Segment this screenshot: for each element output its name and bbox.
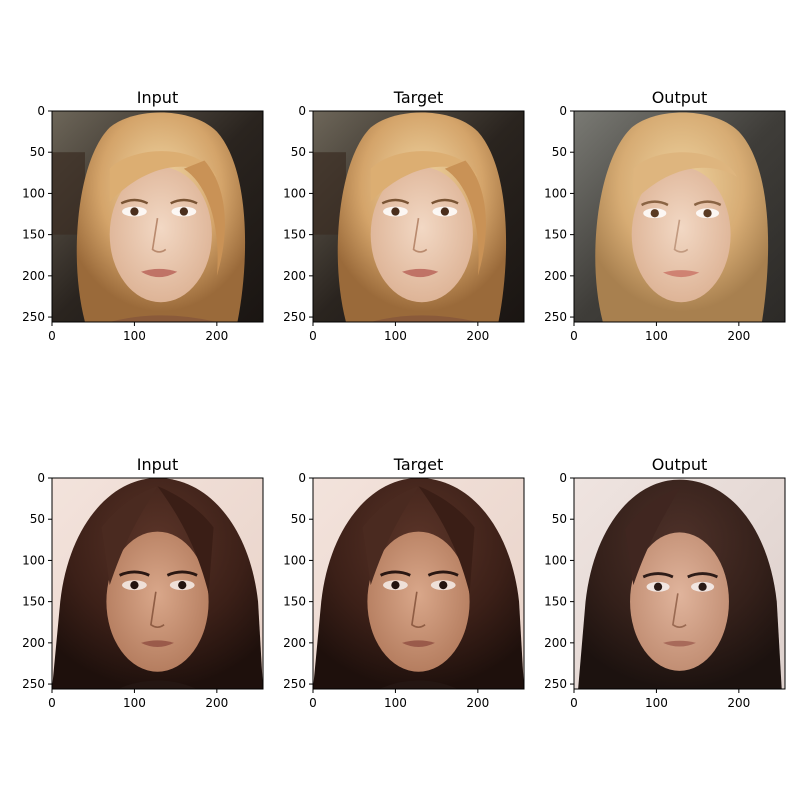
panel-title: Input <box>137 455 178 474</box>
y-tick-label: 100 <box>544 186 567 200</box>
y-tick-label: 0 <box>559 104 567 118</box>
panel-title: Target <box>393 455 444 474</box>
x-tick-label: 100 <box>645 329 668 343</box>
y-tick-label: 0 <box>559 471 567 485</box>
axes-frame <box>573 110 786 323</box>
blonde-woman-face-image <box>311 109 526 324</box>
blonde-woman-face-image <box>50 109 265 324</box>
x-tick-label: 0 <box>570 696 578 710</box>
x-tick-label: 200 <box>727 329 750 343</box>
y-tick-label: 250 <box>544 310 567 324</box>
y-tick-label: 100 <box>22 553 45 567</box>
y-tick-label: 0 <box>298 104 306 118</box>
axes-frame <box>312 477 525 690</box>
blonde-woman-face-image <box>572 109 787 324</box>
x-tick-label: 0 <box>48 696 56 710</box>
x-tick-label: 100 <box>123 696 146 710</box>
y-tick-label: 150 <box>283 595 306 609</box>
y-tick-label: 250 <box>283 677 306 691</box>
y-tick-label: 250 <box>22 310 45 324</box>
x-tick-label: 100 <box>123 329 146 343</box>
x-tick-label: 200 <box>205 329 228 343</box>
x-tick-label: 0 <box>309 329 317 343</box>
y-tick-label: 150 <box>22 228 45 242</box>
y-tick-label: 0 <box>37 471 45 485</box>
y-tick-label: 100 <box>283 186 306 200</box>
y-tick-label: 50 <box>291 145 306 159</box>
x-tick-label: 0 <box>570 329 578 343</box>
y-tick-label: 100 <box>22 186 45 200</box>
brunette-woman-face-image <box>311 476 526 691</box>
x-tick-label: 200 <box>466 329 489 343</box>
y-tick-label: 0 <box>298 471 306 485</box>
x-tick-label: 100 <box>645 696 668 710</box>
y-tick-label: 250 <box>544 677 567 691</box>
axes-frame <box>312 110 525 323</box>
panel-title: Output <box>652 88 708 107</box>
y-tick-label: 200 <box>544 636 567 650</box>
panel-title: Output <box>652 455 708 474</box>
panel-title: Target <box>393 88 444 107</box>
y-tick-label: 250 <box>283 310 306 324</box>
x-tick-label: 100 <box>384 696 407 710</box>
x-tick-label: 200 <box>205 696 228 710</box>
y-tick-label: 150 <box>544 595 567 609</box>
y-tick-label: 50 <box>552 512 567 526</box>
y-tick-label: 150 <box>544 228 567 242</box>
y-tick-label: 200 <box>544 269 567 283</box>
panel-title: Input <box>137 88 178 107</box>
x-tick-label: 200 <box>727 696 750 710</box>
y-tick-label: 150 <box>22 595 45 609</box>
y-tick-label: 0 <box>37 104 45 118</box>
brunette-woman-face-image <box>572 476 787 691</box>
x-tick-label: 200 <box>466 696 489 710</box>
axes-frame <box>51 477 264 690</box>
y-tick-label: 50 <box>30 512 45 526</box>
brunette-woman-face-image <box>50 476 265 691</box>
x-tick-label: 0 <box>48 329 56 343</box>
y-tick-label: 50 <box>552 145 567 159</box>
y-tick-label: 50 <box>30 145 45 159</box>
y-tick-label: 200 <box>22 636 45 650</box>
y-tick-label: 100 <box>544 553 567 567</box>
y-tick-label: 200 <box>283 636 306 650</box>
x-tick-label: 100 <box>384 329 407 343</box>
y-tick-label: 200 <box>22 269 45 283</box>
axes-frame <box>51 110 264 323</box>
y-tick-label: 200 <box>283 269 306 283</box>
y-tick-label: 150 <box>283 228 306 242</box>
y-tick-label: 50 <box>291 512 306 526</box>
axes-frame <box>573 477 786 690</box>
x-tick-label: 0 <box>309 696 317 710</box>
y-tick-label: 100 <box>283 553 306 567</box>
y-tick-label: 250 <box>22 677 45 691</box>
